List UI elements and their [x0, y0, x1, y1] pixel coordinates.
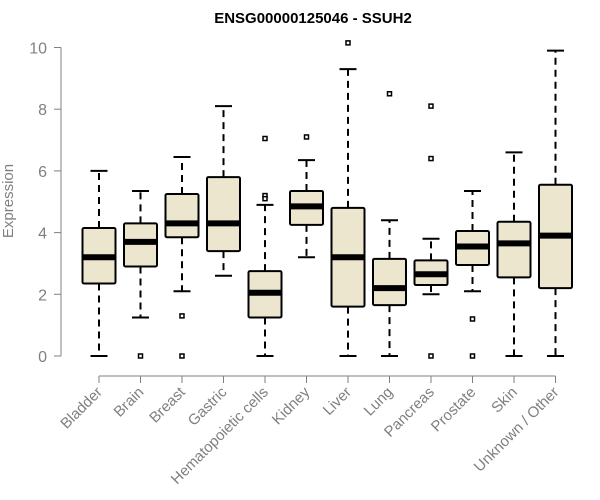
x-tick-label: Lung [361, 384, 397, 420]
outlier-point [262, 135, 268, 142]
x-tick-label: Bladder [57, 384, 106, 433]
outlier-point [428, 155, 434, 162]
outlier-point [386, 91, 393, 97]
box-bladder [81, 169, 117, 357]
box-iqr [123, 222, 158, 268]
y-tick-label: 2 [38, 287, 47, 304]
outlier-point [428, 353, 434, 359]
box-gastric [206, 105, 241, 277]
y-tick-label: 6 [38, 164, 47, 181]
x-tick-label: Liver [320, 384, 355, 419]
box-iqr [496, 220, 532, 279]
box-iqr [164, 193, 200, 239]
outlier-point [303, 134, 310, 140]
outlier-point [469, 353, 476, 359]
y-tick-label: 8 [38, 102, 47, 119]
y-axis-label: Expression [0, 164, 17, 238]
outlier-point [345, 40, 351, 46]
x-tick-label: Breast [146, 383, 189, 426]
outlier-point [262, 195, 268, 202]
box-brain [123, 189, 158, 359]
y-tick-label: 0 [38, 349, 47, 366]
outlier-point [137, 353, 144, 359]
outlier-point [179, 313, 185, 319]
y-tick-label: 4 [38, 226, 47, 243]
box-lung [372, 91, 407, 357]
box-prostate [455, 189, 490, 359]
box-iqr [372, 257, 407, 307]
box-series [81, 40, 573, 359]
box-kidney [289, 134, 324, 259]
chart-title: ENSG00000125046 - SSUH2 [214, 10, 412, 27]
outlier-point [469, 316, 476, 322]
box-skin [496, 151, 532, 357]
box-unknown-other [538, 49, 573, 357]
y-tick-label: 10 [29, 41, 47, 58]
x-tick-label: Brain [111, 384, 148, 421]
box-pancreas [413, 103, 449, 359]
outlier-point [179, 353, 185, 359]
box-hematopoietic-cells [247, 135, 283, 357]
x-tick-label: Skin [488, 384, 521, 417]
box-iqr [206, 176, 241, 253]
box-breast [164, 156, 200, 359]
y-axis: 0 2 4 6 8 10 [29, 41, 62, 366]
x-tick-label: Prostate [428, 384, 480, 436]
box-liver [330, 40, 366, 357]
outlier-point [428, 103, 434, 109]
x-tick-label: Kidney [269, 383, 314, 428]
